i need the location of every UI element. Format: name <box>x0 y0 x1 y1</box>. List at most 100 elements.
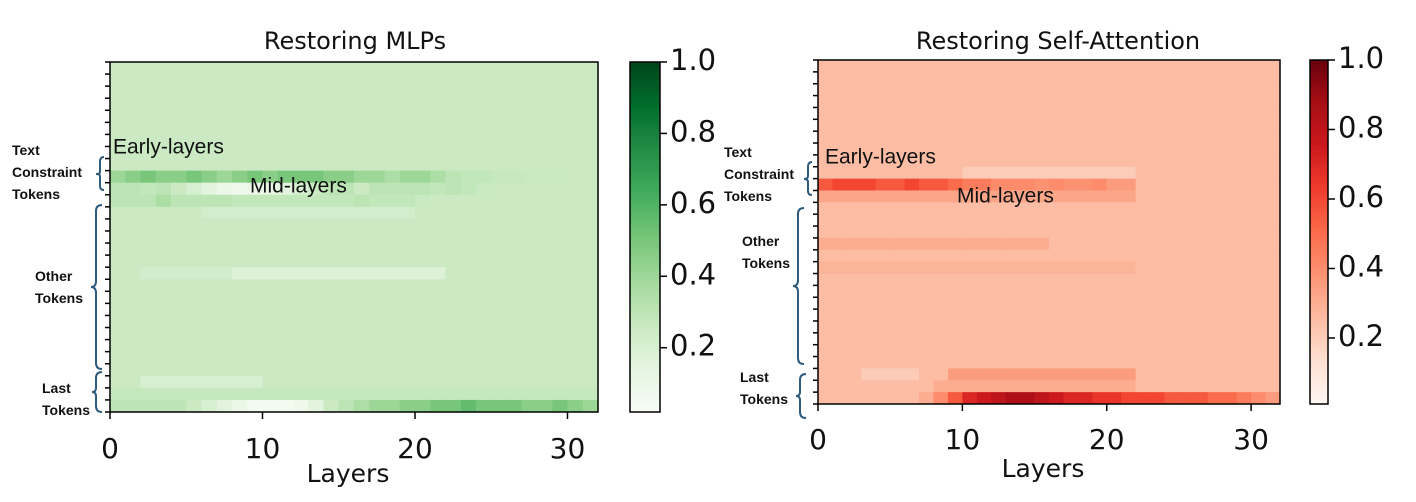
heatmap-cell <box>991 356 1007 369</box>
colorbar-swatch <box>1310 101 1328 106</box>
colorbar-swatch <box>1310 266 1328 271</box>
heatmap-cell <box>415 146 431 160</box>
heatmap-cell <box>1222 154 1238 168</box>
heatmap-cell <box>904 380 920 393</box>
heatmap-cell <box>155 146 172 160</box>
heatmap-cell <box>1135 297 1151 310</box>
heatmap-cell <box>1164 297 1180 310</box>
heatmap-cell <box>1236 332 1252 346</box>
heatmap-cell <box>323 267 340 280</box>
heatmap-cell <box>1135 380 1151 393</box>
heatmap-cell <box>277 327 294 341</box>
heatmap-cell <box>1207 190 1223 203</box>
heatmap-cell <box>1150 249 1165 263</box>
colorbar-swatch <box>630 90 660 94</box>
heatmap-cell <box>521 194 538 208</box>
heatmap-cell <box>962 273 978 286</box>
heatmap-cell <box>1049 380 1064 393</box>
heatmap-cell <box>1005 344 1021 358</box>
heatmap-cell <box>384 194 401 208</box>
heatmap-cell <box>216 146 233 160</box>
heatmap-cell <box>460 218 477 232</box>
heatmap-cell <box>991 83 1007 97</box>
heatmap-cell <box>415 182 431 196</box>
heatmap-cell <box>1049 226 1064 239</box>
heatmap-cell <box>582 134 599 147</box>
heatmap-cell <box>338 255 355 268</box>
heatmap-cell <box>818 214 833 227</box>
colorbar-swatch <box>630 121 660 126</box>
heatmap-cell <box>293 279 309 292</box>
colorbar-swatch <box>630 328 660 332</box>
heatmap-cell <box>369 387 385 401</box>
heatmap-cell <box>1150 190 1165 203</box>
heatmap-cell <box>201 122 218 135</box>
heatmap-cell <box>991 131 1007 144</box>
heatmap-cell <box>1222 83 1238 97</box>
heatmap-cell <box>171 134 187 147</box>
heatmap-cell <box>567 194 584 208</box>
heatmap-cell <box>460 62 477 75</box>
heatmap-cell <box>247 303 263 316</box>
heatmap-cell <box>232 315 248 329</box>
heatmap-cell <box>125 303 141 316</box>
heatmap-cell <box>832 190 848 203</box>
heatmap-cell <box>1193 119 1209 132</box>
heatmap-cell <box>832 226 848 239</box>
heatmap-cell <box>904 71 920 85</box>
heatmap-cell <box>1121 214 1137 227</box>
heatmap-cell <box>232 110 248 123</box>
heatmap-cell <box>460 387 477 401</box>
heatmap-cell <box>1135 332 1151 346</box>
heatmap-cell <box>354 86 370 99</box>
heatmap-cell <box>1178 143 1194 156</box>
heatmap-cell <box>110 182 126 196</box>
heatmap-cell <box>818 154 833 168</box>
heatmap-cell <box>293 218 309 232</box>
heatmap-cell <box>201 291 218 304</box>
heatmap-cell <box>247 387 263 401</box>
heatmap-cell <box>1034 297 1050 310</box>
heatmap-cell <box>1020 320 1036 334</box>
heatmap-cell <box>1020 154 1036 168</box>
heatmap-cell <box>277 86 294 99</box>
heatmap-cell <box>919 344 934 358</box>
heatmap-cell <box>186 327 202 341</box>
heatmap-cell <box>1121 368 1137 381</box>
heatmap-cell <box>1106 297 1122 310</box>
colorbar-swatch <box>1310 338 1328 343</box>
heatmap-cell <box>1005 131 1021 144</box>
heatmap-cell <box>1265 297 1281 310</box>
heatmap-cell <box>962 154 978 168</box>
colorbar-swatch <box>1310 393 1328 398</box>
token-group-label: Other Tokens <box>742 233 790 271</box>
heatmap-cell <box>582 243 599 256</box>
heatmap-cell <box>445 86 462 99</box>
heatmap-cell <box>445 170 462 184</box>
heatmap-cell <box>460 339 477 353</box>
heatmap-cell <box>277 134 294 147</box>
heatmap-cell <box>991 190 1007 203</box>
heatmap-cell <box>216 74 233 87</box>
heatmap-cell <box>919 332 934 346</box>
heatmap-cell <box>582 182 599 196</box>
heatmap-cell <box>832 95 848 108</box>
heatmap-cell <box>415 170 431 184</box>
heatmap-cell <box>384 62 401 75</box>
colorbar-swatch <box>1310 232 1328 236</box>
heatmap-cell <box>1020 273 1036 286</box>
heatmap-cell <box>875 237 891 251</box>
heatmap-cell <box>846 249 862 263</box>
heatmap-cell <box>293 74 309 87</box>
heatmap-cell <box>308 170 324 184</box>
colorbar-swatch <box>1310 348 1328 353</box>
heatmap-cell <box>1164 237 1180 251</box>
heatmap-cell <box>1150 119 1165 132</box>
heatmap-cell <box>904 178 920 191</box>
heatmap-cell <box>1150 356 1165 369</box>
heatmap-cell <box>537 134 553 147</box>
colorbar-swatch <box>1310 324 1328 329</box>
colorbar-swatch <box>630 198 660 203</box>
heatmap-cell <box>1092 285 1108 298</box>
heatmap-cell <box>582 230 599 244</box>
